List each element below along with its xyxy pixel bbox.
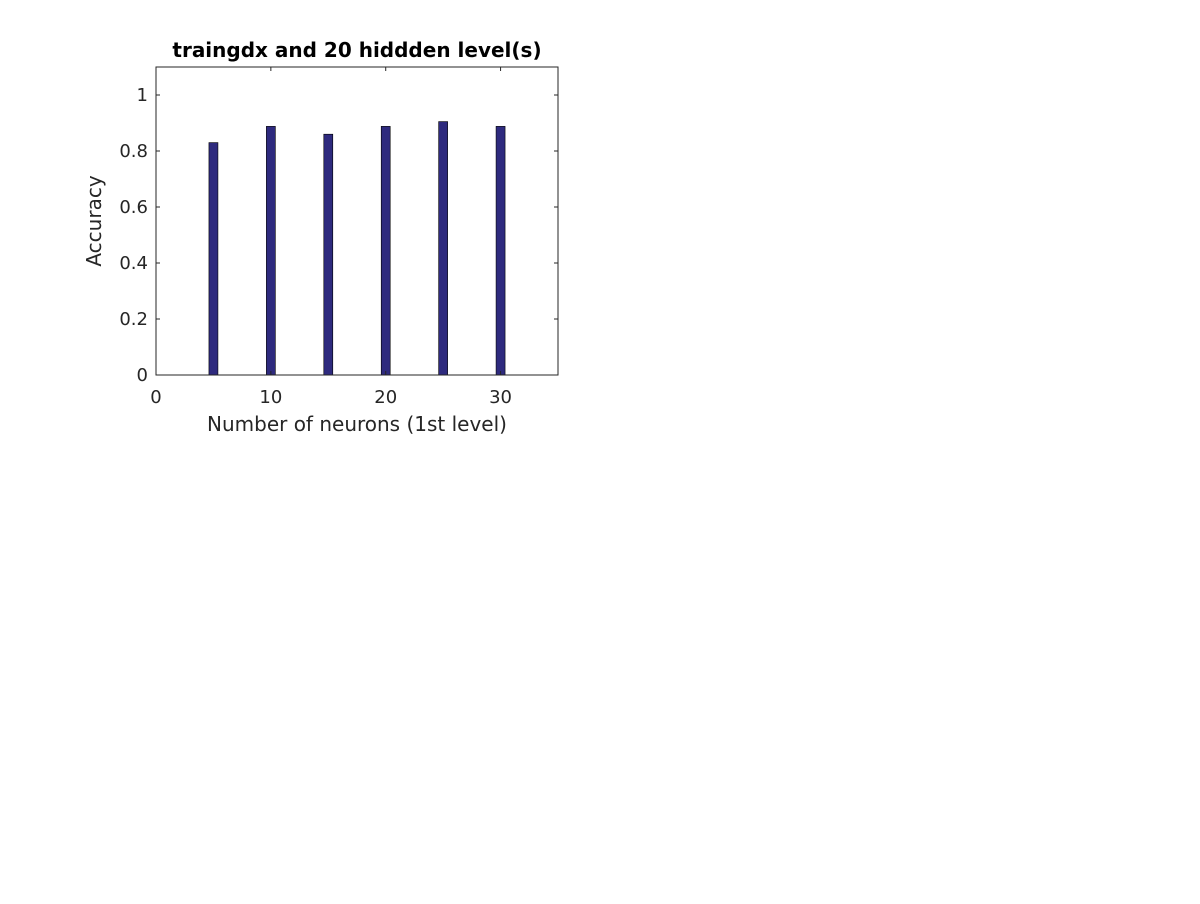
bar (380, 126, 391, 376)
y-tick-label: 0.6 (119, 197, 148, 218)
ticks-layer: 0 10 20 30 0 0.2 0.4 0.6 0.8 1 (119, 67, 558, 408)
bar (266, 126, 276, 376)
y-tick-label: 0 (137, 365, 148, 386)
y-tick-label: 1 (137, 85, 148, 106)
x-tick-label: 30 (489, 387, 512, 408)
x-tick-label: 0 (150, 387, 161, 408)
y-tick-label: 0.8 (119, 141, 148, 162)
bar (495, 126, 506, 376)
x-axis-label: Number of neurons (1st level) (207, 412, 507, 436)
bar (323, 133, 334, 376)
bar (208, 142, 219, 376)
x-tick-label: 20 (374, 387, 397, 408)
y-axis-label: Accuracy (82, 175, 106, 266)
chart-title: traingdx and 20 hiddden level(s) (172, 38, 541, 62)
y-tick-label: 0.4 (119, 253, 148, 274)
x-tick-label: 10 (259, 387, 282, 408)
bar (438, 121, 448, 376)
y-tick-label: 0.2 (119, 309, 148, 330)
axes-box (155, 66, 559, 376)
axes-background (156, 67, 558, 375)
